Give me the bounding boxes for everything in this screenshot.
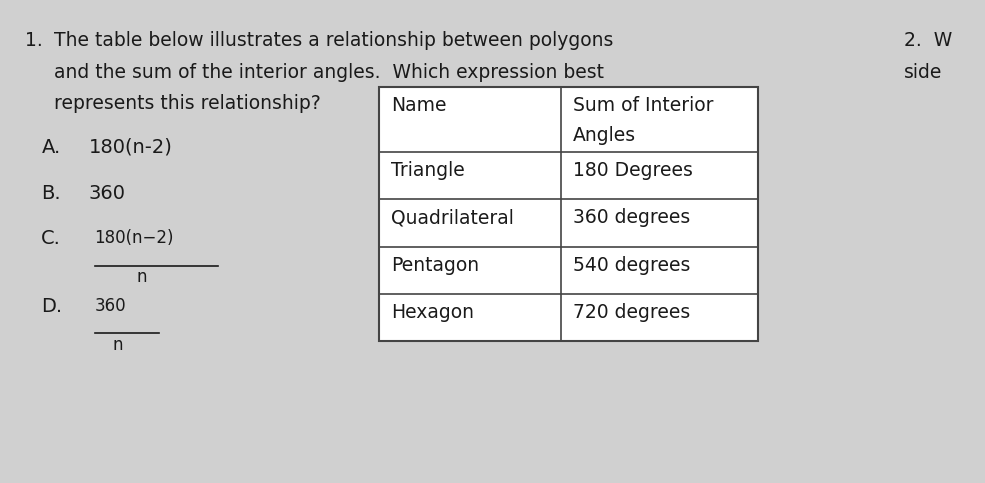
Text: Quadrilateral: Quadrilateral — [391, 208, 514, 227]
Text: 720 degrees: 720 degrees — [573, 303, 690, 322]
Text: 180(n−2): 180(n−2) — [95, 229, 174, 247]
Text: 360: 360 — [89, 184, 126, 202]
Text: 540 degrees: 540 degrees — [573, 256, 690, 274]
Text: D.: D. — [41, 297, 62, 316]
Text: The table below illustrates a relationship between polygons: The table below illustrates a relationsh… — [54, 31, 614, 50]
Text: C.: C. — [41, 229, 61, 248]
Text: Angles: Angles — [573, 126, 636, 144]
Text: n: n — [112, 336, 123, 354]
Text: represents this relationship?: represents this relationship? — [54, 94, 321, 113]
Text: 1.: 1. — [25, 31, 42, 50]
Text: 360 degrees: 360 degrees — [573, 208, 690, 227]
Text: side: side — [904, 63, 943, 82]
Text: n: n — [137, 268, 148, 286]
Text: 2.  W: 2. W — [904, 31, 952, 50]
Text: 180 Degrees: 180 Degrees — [573, 161, 693, 180]
Bar — [379, 87, 758, 341]
Text: Pentagon: Pentagon — [391, 256, 479, 274]
Text: Hexagon: Hexagon — [391, 303, 474, 322]
Text: 180(n-2): 180(n-2) — [89, 138, 172, 156]
Text: A.: A. — [41, 138, 61, 156]
Text: and the sum of the interior angles.  Which expression best: and the sum of the interior angles. Whic… — [54, 63, 604, 82]
Text: Name: Name — [391, 96, 446, 114]
Text: 360: 360 — [95, 297, 126, 315]
Text: Triangle: Triangle — [391, 161, 465, 180]
Text: Sum of Interior: Sum of Interior — [573, 96, 714, 114]
Text: B.: B. — [41, 184, 61, 202]
